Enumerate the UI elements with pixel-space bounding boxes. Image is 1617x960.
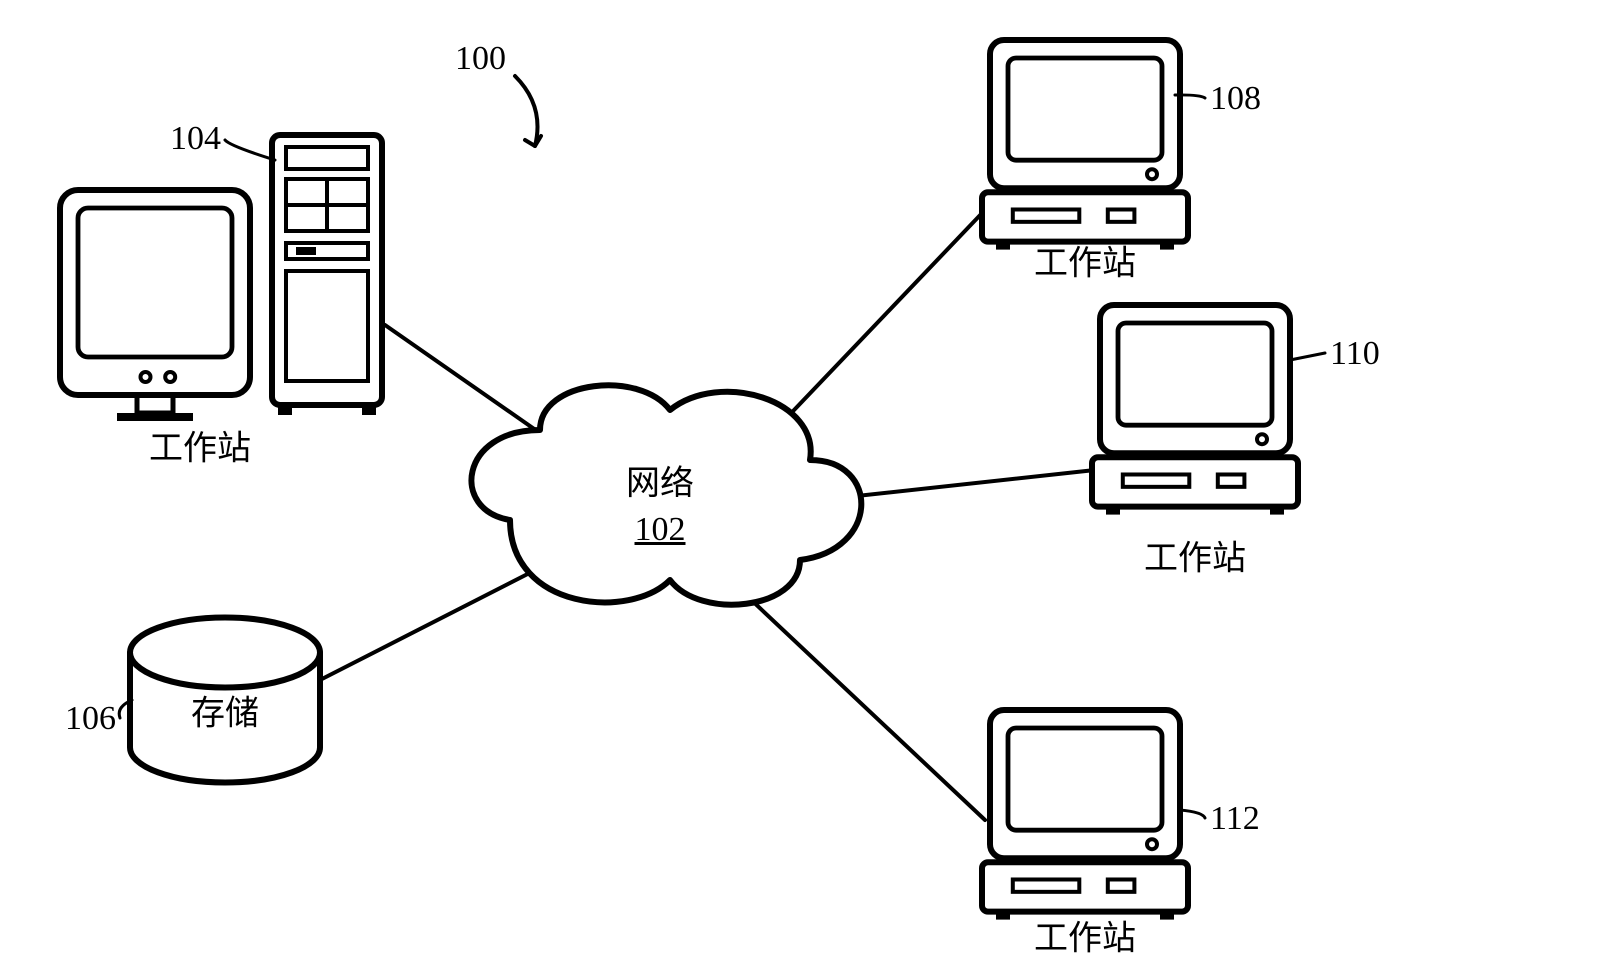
server-ref-label: 104	[170, 120, 221, 158]
server-workstation-node	[60, 135, 382, 421]
ws-bot-ref-label: 112	[1210, 800, 1260, 838]
ws-top-caption-label: 工作站	[1034, 236, 1136, 285]
figure-ref-label: 100	[455, 40, 506, 78]
ws-mid-ref-label: 110	[1330, 335, 1380, 373]
diagram-canvas	[0, 0, 1617, 955]
storage-inner-label: 存储	[191, 686, 259, 735]
workstation-top-node	[982, 40, 1188, 250]
cloud-title-label: 网络	[626, 456, 694, 505]
ws-bot-caption-label: 工作站	[1034, 911, 1136, 960]
workstation-mid-node	[1092, 305, 1298, 515]
workstation-bot-node	[982, 710, 1188, 920]
ws-mid-caption-label: 工作站	[1144, 531, 1246, 580]
ws-top-ref-label: 108	[1210, 80, 1261, 118]
storage-ref-label: 106	[65, 700, 116, 738]
server-caption-label: 工作站	[149, 421, 251, 470]
cloud-ref-label: 102	[635, 511, 686, 549]
